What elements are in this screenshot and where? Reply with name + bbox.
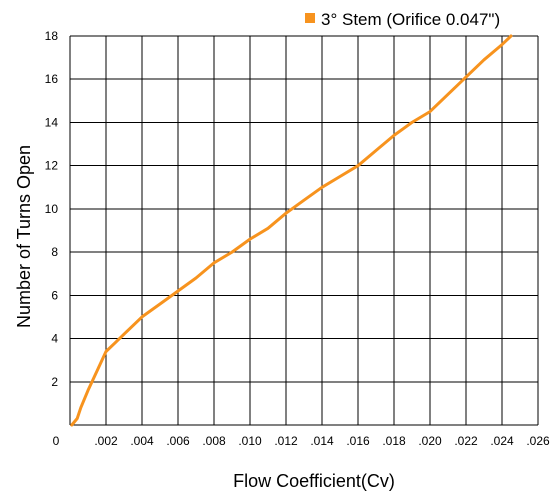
legend: 3° Stem (Orifice 0.047"): [305, 10, 500, 29]
x-tick-label: .020: [418, 434, 442, 448]
y-tick-label: 8: [51, 245, 58, 259]
x-tick-label: .010: [238, 434, 262, 448]
x-tick-label: .014: [310, 434, 334, 448]
x-tick-label: .026: [526, 434, 550, 448]
y-tick-label: 16: [45, 72, 59, 86]
x-tick-label: .022: [454, 434, 478, 448]
x-tick-label: .008: [202, 434, 226, 448]
y-tick-label: 6: [51, 288, 58, 302]
x-tick-label: .006: [166, 434, 190, 448]
x-tick-label: .004: [130, 434, 154, 448]
tick-labels: 0 .002 .004 .006 .008 .010 .012 .014 .016 .018 .02…: [45, 29, 550, 448]
series-line: [70, 34, 513, 427]
y-tick-label: 14: [45, 115, 59, 129]
grid: [69, 35, 539, 426]
x-tick-label: 0: [53, 434, 60, 448]
legend-label: 3° Stem (Orifice 0.047"): [321, 10, 500, 29]
x-tick-label: .012: [274, 434, 298, 448]
y-tick-label: 2: [51, 375, 58, 389]
y-tick-label: 18: [45, 29, 59, 43]
x-tick-label: .016: [346, 434, 370, 448]
x-tick-label: .002: [94, 434, 118, 448]
x-tick-label: .018: [382, 434, 406, 448]
x-tick-label: .024: [490, 434, 514, 448]
y-axis-title: Number of Turns Open: [14, 145, 34, 328]
series-layer: [70, 34, 513, 427]
y-tick-label: 4: [51, 332, 58, 346]
y-tick-label: 12: [45, 159, 59, 173]
x-axis-title: Flow Coefficient(Cv): [233, 471, 395, 491]
legend-swatch: [305, 13, 315, 23]
y-tick-label: 10: [45, 202, 59, 216]
